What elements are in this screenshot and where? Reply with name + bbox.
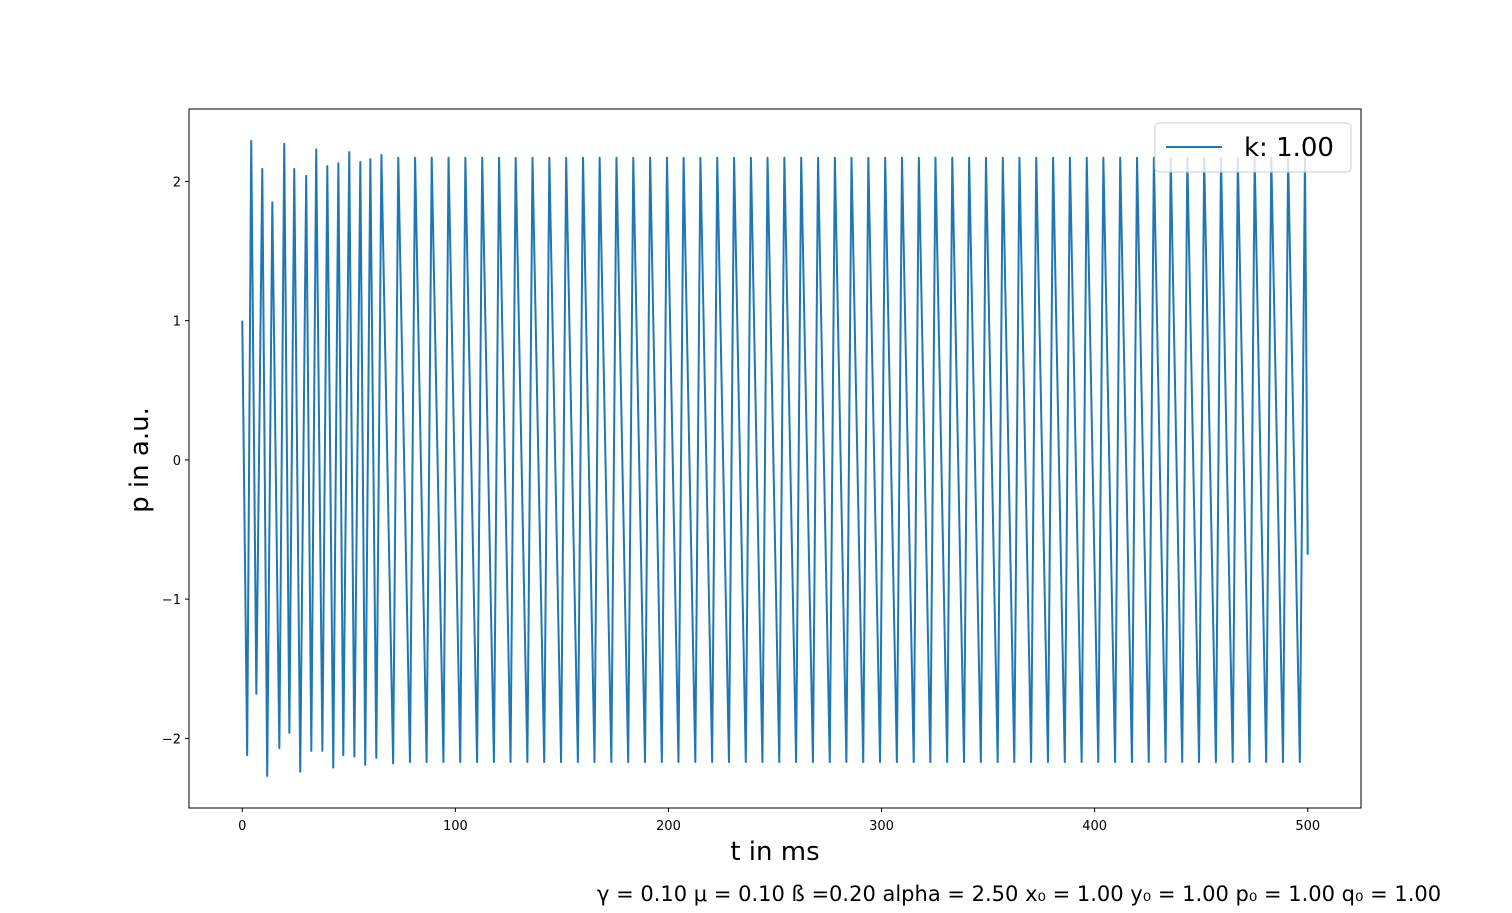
x-tick-label: 400 <box>1082 819 1107 834</box>
x-tick-label: 0 <box>238 819 246 834</box>
x-tick-label: 200 <box>656 819 681 834</box>
legend-box <box>1154 122 1352 173</box>
x-tick-label: 300 <box>869 819 894 834</box>
data-line <box>241 140 1309 777</box>
y-tick-label: 2 <box>173 175 181 190</box>
y-axis-label: p in a.u. <box>125 407 155 513</box>
legend-label: k: 1.00 <box>1244 133 1334 163</box>
y-tick-label: −2 <box>162 732 181 747</box>
x-axis-label: t in ms <box>730 837 819 867</box>
legend: k: 1.00 <box>1154 122 1352 173</box>
y-tick-label: −1 <box>162 593 181 608</box>
x-tick-label: 100 <box>443 819 468 834</box>
parameter-annotation: γ = 0.10 μ = 0.10 ß =0.20 alpha = 2.50 x… <box>597 882 1441 906</box>
y-tick-label: 1 <box>173 315 181 330</box>
y-tick-label: 0 <box>173 454 181 469</box>
plot-frame <box>188 108 1362 809</box>
x-tick-label: 500 <box>1295 819 1320 834</box>
